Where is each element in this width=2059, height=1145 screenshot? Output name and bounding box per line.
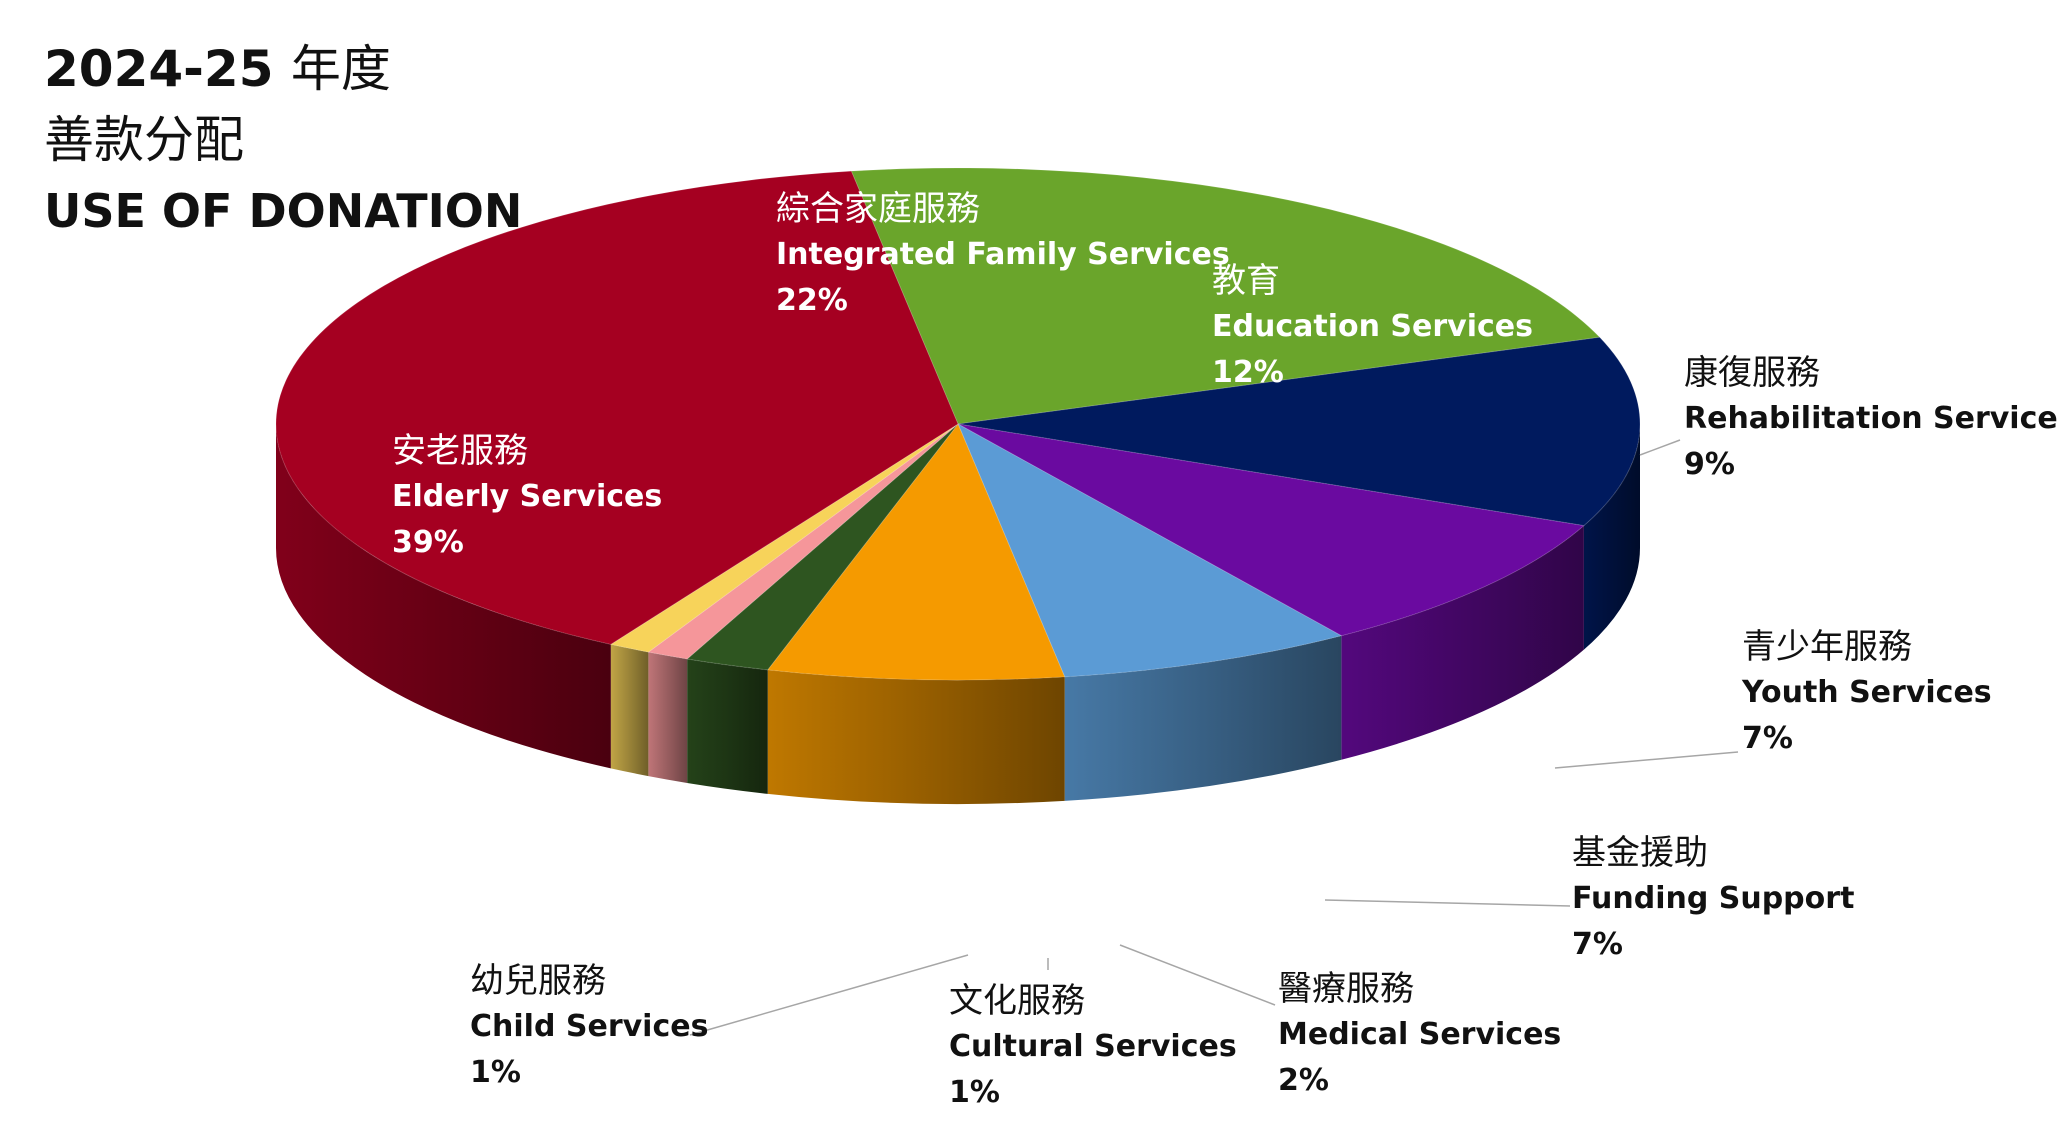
slice-side-elderly — [275, 424, 611, 769]
label-cultural: 文化服務 Cultural Services 1% — [949, 981, 1237, 1110]
leader-medical — [1119, 944, 1276, 1006]
chart-title: 2024-25 年度 善款分配 USE OF DONATION — [44, 34, 522, 246]
slice-cultural — [647, 423, 959, 660]
title-year: 2024-25 — [44, 40, 274, 98]
title-year-suffix: 年度 — [290, 40, 391, 98]
slice-side-cultural — [648, 652, 688, 783]
label-medical: 醫療服務 Medical Services 2% — [1278, 969, 1562, 1098]
leader-rehabilitation — [1639, 439, 1681, 456]
slice-side-education — [1583, 424, 1640, 650]
leader-child — [689, 954, 969, 1036]
label-youth: 青少年服務 Youth Services 7% — [1742, 627, 1992, 756]
label-education: 教育 Education Services 12% — [1212, 261, 1533, 390]
slice-side-child — [610, 644, 649, 777]
title-en: USE OF DONATION — [44, 184, 523, 238]
slice-youth — [956, 422, 1343, 678]
slice-rehabilitation — [957, 423, 1586, 637]
slice-elderly — [275, 170, 959, 645]
slice-education — [957, 336, 1641, 527]
label-funding-support: 基金援助 Funding Support 7% — [1572, 833, 1855, 962]
slice-side-rehabilitation — [1341, 525, 1584, 760]
slice-integrated-family — [850, 167, 1601, 425]
label-integrated-family: 綜合家庭服務 Integrated Family Services 22% — [776, 189, 1230, 318]
slice-side-youth — [1064, 635, 1342, 801]
leader-funding-support — [1324, 899, 1571, 907]
slice-funding-support — [766, 423, 1066, 681]
label-elderly: 安老服務 Elderly Services 39% — [392, 431, 663, 560]
label-rehabilitation: 康復服務 Rehabilitation Services 9% — [1684, 353, 2059, 482]
slice-medical — [686, 423, 959, 671]
slice-side-funding-support — [767, 669, 1065, 804]
leader-youth — [1554, 751, 1739, 769]
title-zh: 善款分配 — [44, 111, 244, 169]
slice-child — [609, 423, 959, 653]
slice-side-medical — [687, 658, 768, 794]
label-child: 幼兒服務 Child Services 1% — [470, 961, 709, 1090]
